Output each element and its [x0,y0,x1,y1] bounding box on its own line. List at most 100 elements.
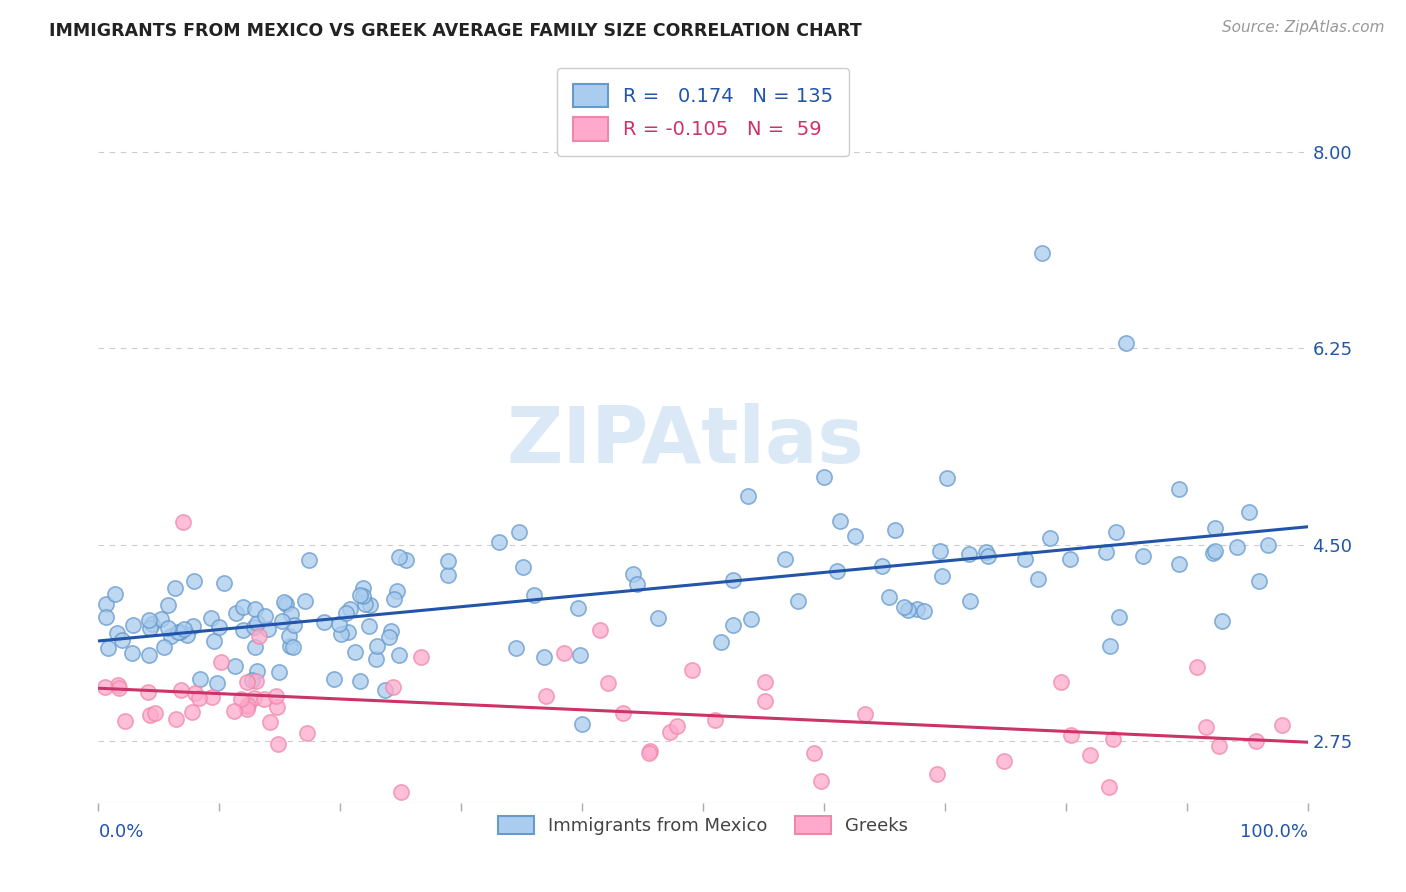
Point [94,597,117,611]
Point [335,606,357,620]
Point [225,607,247,621]
Point [893,600,915,615]
Point [1237,505,1260,519]
Point [166,624,188,639]
Point [208,619,231,633]
Point [298,553,321,567]
Point [1049,674,1071,689]
Point [436,568,458,582]
Point [366,652,388,666]
Point [176,628,198,642]
Point [508,524,530,539]
Point [138,648,160,662]
Point [257,622,280,636]
Point [111,632,134,647]
Point [1208,739,1230,753]
Point [382,680,405,694]
Point [253,609,276,624]
Point [354,597,377,611]
Point [1168,482,1191,496]
Point [366,640,388,654]
Point [993,754,1015,768]
Point [1226,540,1249,554]
Point [243,640,266,655]
Text: 100.0%: 100.0% [1240,823,1308,841]
Point [232,599,254,614]
Point [409,649,432,664]
Point [437,554,460,568]
Point [912,603,935,617]
Point [870,559,893,574]
Point [224,659,246,673]
Point [249,628,271,642]
Point [534,689,557,703]
Point [246,664,269,678]
Point [323,672,346,686]
Point [160,629,183,643]
Point [488,534,510,549]
Point [1211,615,1233,629]
Point [143,706,166,720]
Point [150,612,173,626]
Point [170,682,193,697]
Point [165,712,187,726]
Point [153,640,176,654]
Point [243,690,266,705]
Point [567,601,589,615]
Point [236,699,259,714]
Point [236,702,259,716]
Point [359,619,381,633]
Point [533,650,555,665]
Point [1257,538,1279,552]
Point [94,610,117,624]
Point [336,625,359,640]
Point [1271,718,1294,732]
Point [704,713,727,727]
Point [665,719,688,733]
Point [395,553,418,567]
Point [183,574,205,588]
Point [232,624,254,638]
Point [905,601,928,615]
Point [352,589,374,603]
Point [141,616,163,631]
Point [245,601,267,615]
Point [853,706,876,721]
Point [803,746,825,760]
Point [380,624,402,638]
Point [280,607,302,621]
Point [209,655,232,669]
Point [283,640,305,654]
Text: 0.0%: 0.0% [98,823,143,841]
Point [976,544,998,558]
Point [1204,543,1226,558]
Point [1098,780,1121,794]
Point [108,681,131,695]
Point [344,645,367,659]
Point [1132,549,1154,564]
Point [222,704,245,718]
Point [188,673,211,687]
Point [1167,558,1189,572]
Point [1039,531,1062,545]
Point [97,641,120,656]
Point [169,624,191,639]
Point [1202,547,1225,561]
Point [387,583,409,598]
Point [121,646,143,660]
Point [754,694,776,708]
Point [352,581,374,595]
Point [183,619,205,633]
Point [283,618,305,632]
Point [1014,551,1036,566]
Point [596,675,619,690]
Point [205,676,228,690]
Point [246,616,269,631]
Point [278,639,301,653]
Point [737,489,759,503]
Point [512,559,534,574]
Point [569,648,592,663]
Point [929,543,952,558]
Point [236,698,259,713]
Point [349,588,371,602]
